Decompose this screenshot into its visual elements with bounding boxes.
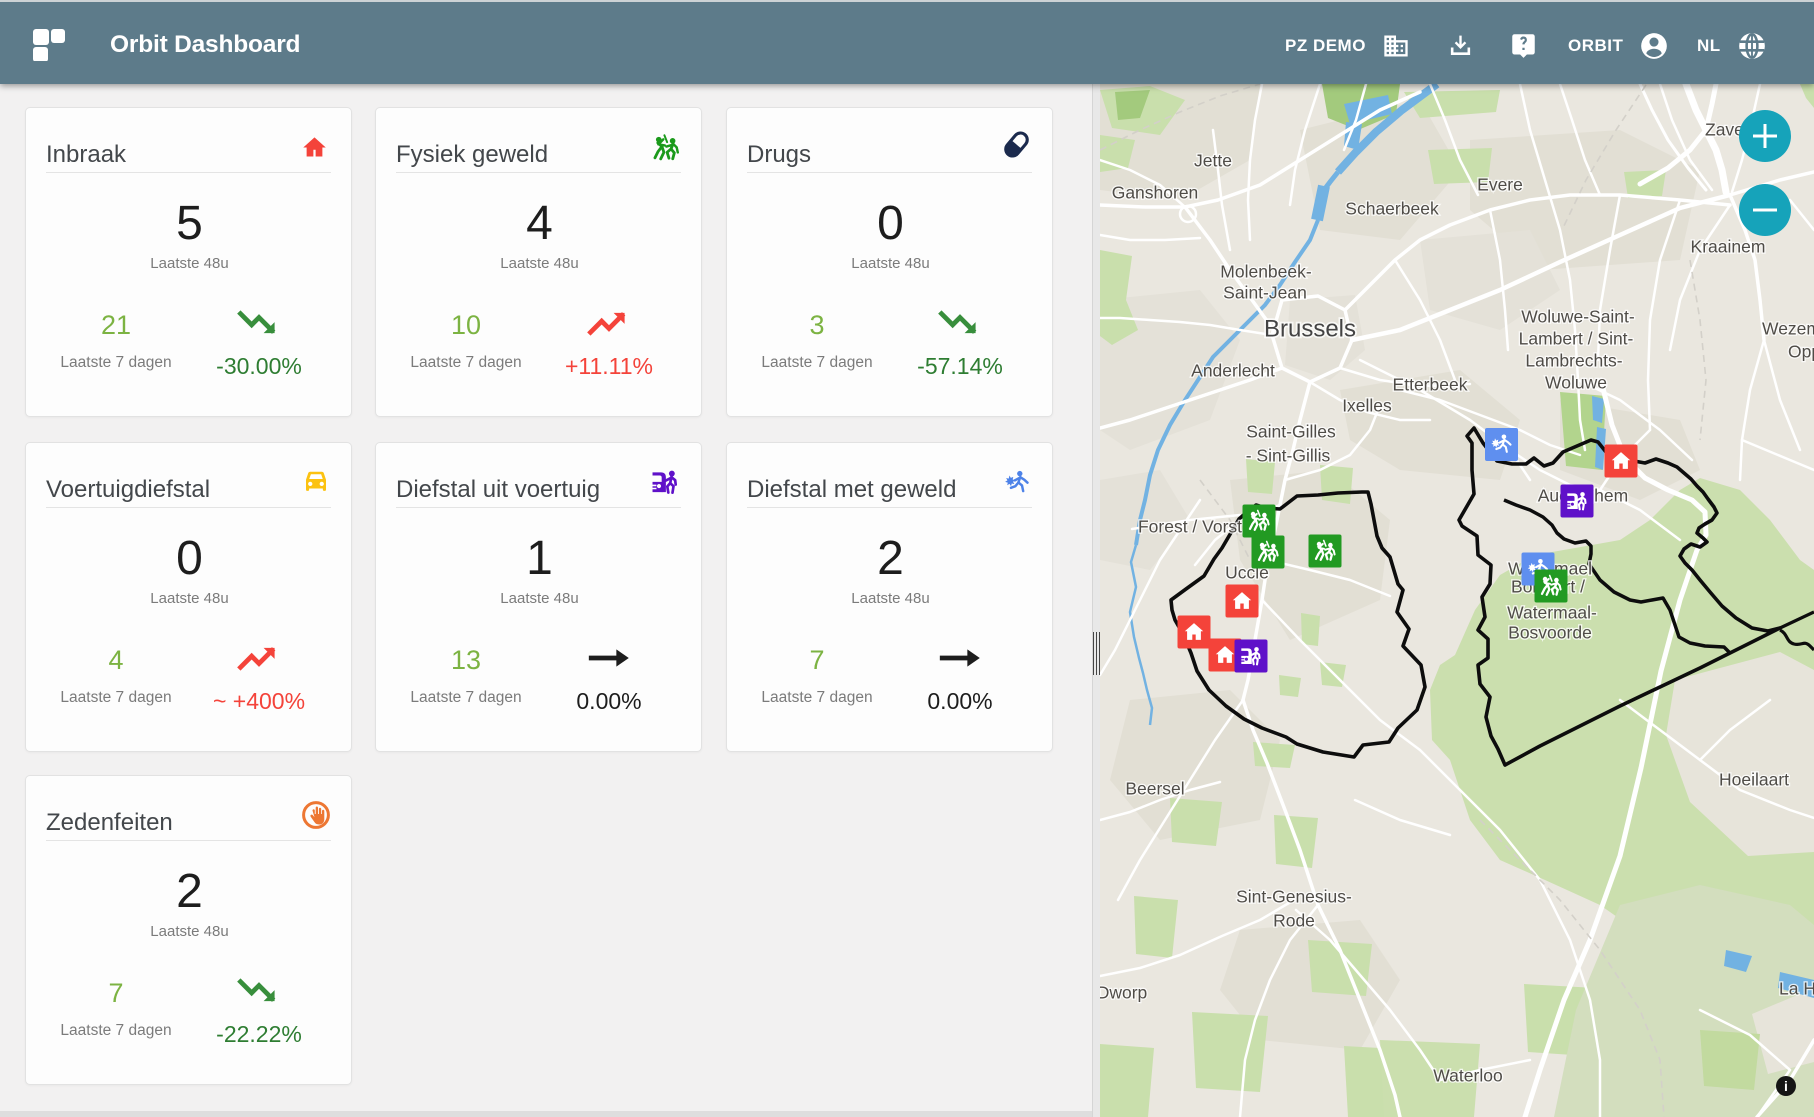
svg-text:i: i xyxy=(1784,1078,1788,1094)
svg-text:Woluwe-Saint-: Woluwe-Saint- xyxy=(1521,307,1635,327)
svg-text:Bosvoorde: Bosvoorde xyxy=(1508,623,1592,643)
svg-text:Ganshoren: Ganshoren xyxy=(1112,183,1199,203)
svg-text:Hoeilaart: Hoeilaart xyxy=(1719,770,1789,790)
svg-text:Etterbeek: Etterbeek xyxy=(1393,375,1468,395)
svg-text:Anderlecht: Anderlecht xyxy=(1191,361,1275,381)
svg-text:Lambert / Sint-: Lambert / Sint- xyxy=(1519,329,1634,349)
svg-text:Lambrechts-: Lambrechts- xyxy=(1525,351,1622,371)
svg-text:Schaerbeek: Schaerbeek xyxy=(1345,199,1439,219)
svg-text:Saint-Jean: Saint-Jean xyxy=(1223,283,1307,303)
svg-text:Evere: Evere xyxy=(1477,175,1523,195)
svg-text:Ixelles: Ixelles xyxy=(1342,396,1392,416)
svg-text:La Hulpe: La Hulpe xyxy=(1779,979,1814,999)
svg-text:Rode: Rode xyxy=(1273,911,1315,931)
svg-text:Jette: Jette xyxy=(1194,151,1232,171)
svg-text:Brussels: Brussels xyxy=(1264,315,1356,342)
svg-text:Beersel: Beersel xyxy=(1125,779,1184,799)
svg-text:Watermaal-: Watermaal- xyxy=(1507,603,1597,623)
svg-text:Oppem: Oppem xyxy=(1788,342,1814,362)
svg-text:Wezembeek-: Wezembeek- xyxy=(1762,319,1814,339)
svg-text:Molenbeek-: Molenbeek- xyxy=(1220,262,1312,282)
svg-text:- Sint-Gillis: - Sint-Gillis xyxy=(1246,446,1331,466)
svg-text:Dworp: Dworp xyxy=(1100,983,1147,1003)
svg-text:Saint-Gilles: Saint-Gilles xyxy=(1246,422,1336,442)
svg-text:Forest / Vorst: Forest / Vorst xyxy=(1138,517,1242,537)
svg-text:Woluwe: Woluwe xyxy=(1545,373,1607,393)
svg-text:Sint-Genesius-: Sint-Genesius- xyxy=(1236,887,1352,907)
svg-text:Waterloo: Waterloo xyxy=(1433,1066,1502,1086)
svg-text:Kraainem: Kraainem xyxy=(1691,237,1766,257)
